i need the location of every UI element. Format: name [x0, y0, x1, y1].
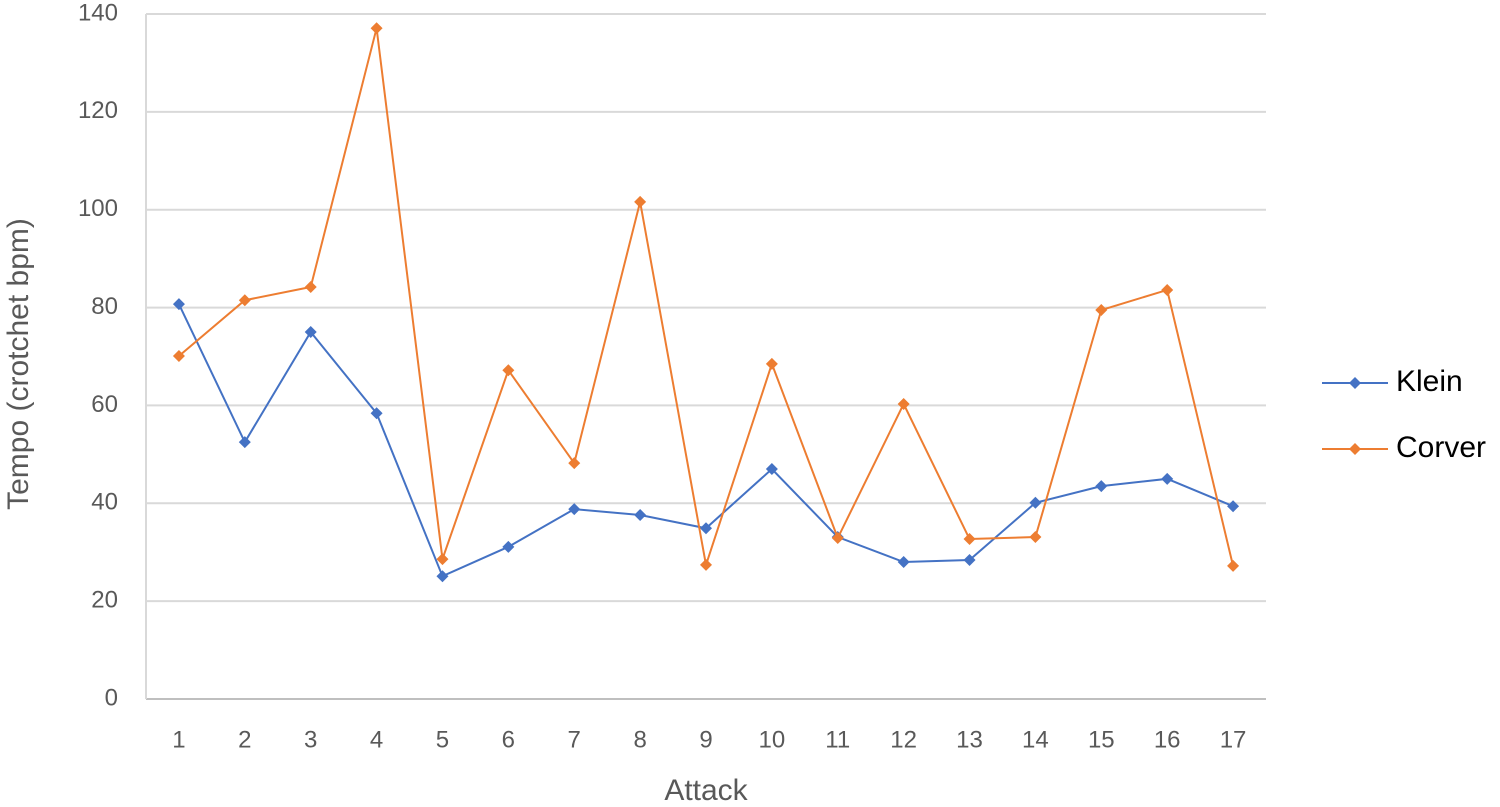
x-tick-label: 16: [1154, 726, 1181, 753]
data-point: [1095, 304, 1108, 317]
data-point: [304, 281, 317, 294]
x-tick-label: 15: [1088, 726, 1115, 753]
data-point: [963, 554, 976, 567]
data-point: [1161, 472, 1174, 485]
data-point: [568, 503, 581, 516]
data-point: [897, 556, 910, 568]
data-point: [238, 436, 251, 449]
x-tick-label: 9: [699, 726, 712, 753]
series-line: [178, 303, 1234, 578]
data-point: [436, 570, 449, 583]
x-tick-label: 2: [238, 726, 251, 753]
x-axis-title: Attack: [664, 774, 748, 807]
data-point: [1095, 480, 1108, 493]
x-tick-label: 6: [502, 726, 515, 753]
y-tick-label: 140: [78, 0, 118, 26]
y-tick-label: 80: [91, 293, 118, 320]
legend-marker: [1349, 377, 1361, 389]
data-point: [238, 294, 251, 307]
data-point: [963, 533, 976, 546]
x-tick-label: 13: [956, 726, 983, 753]
y-tick-label: 0: [105, 684, 118, 711]
x-tick-label: 7: [568, 726, 581, 753]
x-tick-label: 8: [633, 726, 646, 753]
y-tick-label: 20: [91, 586, 118, 613]
data-point: [1161, 283, 1174, 296]
data-point: [634, 509, 647, 522]
data-point: [1227, 559, 1240, 572]
data-point: [1227, 500, 1240, 513]
y-axis-title: Tempo (crotchet bpm): [2, 218, 35, 510]
data-point: [765, 357, 778, 370]
x-tick-label: 5: [436, 726, 449, 753]
data-point: [370, 22, 383, 35]
x-tick-label: 10: [759, 726, 786, 753]
series-line: [178, 27, 1235, 567]
data-point: [568, 457, 581, 470]
data-point: [897, 397, 910, 410]
data-point: [1029, 531, 1042, 544]
x-tick-label: 17: [1220, 726, 1247, 753]
x-tick-label: 4: [370, 726, 383, 753]
data-point: [436, 553, 449, 566]
data-point: [831, 532, 844, 545]
legend-label: Klein: [1396, 365, 1463, 398]
data-point: [502, 540, 515, 553]
data-point: [370, 407, 383, 420]
data-point: [172, 298, 185, 311]
x-tick-label: 14: [1022, 726, 1049, 753]
x-tick-label: 3: [304, 726, 317, 753]
data-point: [172, 350, 185, 363]
data-point: [700, 522, 712, 535]
y-tick-label: 40: [91, 489, 118, 516]
y-tick-label: 60: [91, 391, 118, 418]
data-point: [1029, 496, 1042, 509]
data-point: [502, 364, 515, 377]
data-point: [634, 195, 647, 208]
x-tick-label: 1: [172, 726, 185, 753]
x-tick-label: 11: [825, 726, 850, 753]
data-point: [765, 463, 778, 476]
legend-label: Corver: [1396, 431, 1486, 464]
y-tick-label: 120: [78, 97, 118, 124]
data-point: [700, 558, 712, 571]
legend-marker: [1349, 443, 1361, 455]
y-tick-label: 100: [78, 195, 118, 222]
data-point: [304, 326, 317, 339]
x-tick-label: 12: [890, 726, 917, 753]
